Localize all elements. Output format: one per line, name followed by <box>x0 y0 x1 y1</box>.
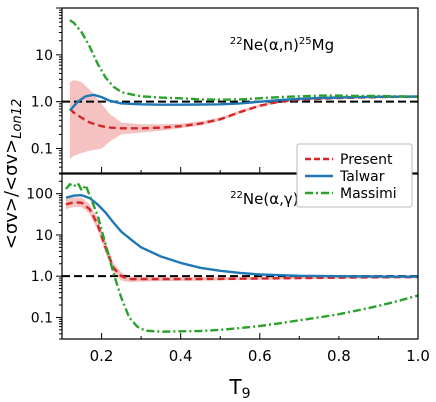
legend-label-talwar: Talwar <box>339 169 385 185</box>
top-title-pre-sup: 22 <box>230 36 243 47</box>
top-panel-title: 22Ne(α,n)25Mg <box>230 36 334 54</box>
top-series-massimi <box>69 19 418 101</box>
top-y-ticks: 0.1 1.0 10 <box>31 7 62 174</box>
bottom-ytick-label: 100 <box>26 187 53 203</box>
top-ytick-label: 10 <box>35 48 53 64</box>
top-panel-series <box>69 19 418 130</box>
top-series-talwar <box>69 93 418 112</box>
top-ytick-label: 1.0 <box>31 95 53 111</box>
top-title-mid-sup: 25 <box>299 36 312 47</box>
top-panel: 0.1 1.0 10 22Ne(α,n)25Mg <box>31 7 419 174</box>
top-ytick-label: 0.1 <box>31 142 53 158</box>
legend-label-present: Present <box>340 152 393 168</box>
bottom-title-base1: Ne(α,γ) <box>243 190 299 208</box>
bottom-x-ticks: 0.2 0.4 0.6 0.8 1.0 <box>61 333 430 365</box>
bottom-ytick-label: 0.1 <box>31 310 53 326</box>
bottom-series-massimi <box>65 182 418 333</box>
legend-label-massimi: Massimi <box>340 186 397 202</box>
bottom-present-uncertainty-band <box>66 197 418 283</box>
top-title-base1: Ne(α,n) <box>243 36 299 54</box>
y-axis-label-main: <σv>/<σv> <box>1 139 22 250</box>
bottom-panel-series <box>65 182 418 333</box>
bottom-series-talwar <box>65 194 418 278</box>
bottom-xtick-label: 1.0 <box>406 347 430 365</box>
legend: Present Talwar Massimi <box>296 143 413 208</box>
y-axis-label: <σv>/<σv>Lon12 <box>1 99 25 250</box>
top-panel-frame <box>61 7 419 174</box>
x-axis-label-main: T <box>228 375 242 399</box>
y-axis-label-sub: Lon12 <box>10 99 25 139</box>
x-axis-label: T9 <box>228 375 250 402</box>
bottom-ytick-label: 10 <box>35 228 53 244</box>
x-axis-label-sub: 9 <box>242 386 251 402</box>
bottom-title-pre-sup: 22 <box>230 190 243 201</box>
bottom-ytick-label: 1.0 <box>31 269 53 285</box>
bottom-series-present <box>65 201 418 281</box>
top-title-base2: Mg <box>312 36 334 54</box>
bottom-xtick-label: 0.2 <box>90 347 114 365</box>
bottom-panel-band <box>66 197 418 283</box>
bottom-xtick-label: 0.4 <box>169 347 193 365</box>
bottom-xtick-label: 0.8 <box>327 347 351 365</box>
bottom-xtick-label: 0.6 <box>248 347 272 365</box>
bottom-y-ticks: 0.1 1.0 10 100 <box>26 173 62 340</box>
